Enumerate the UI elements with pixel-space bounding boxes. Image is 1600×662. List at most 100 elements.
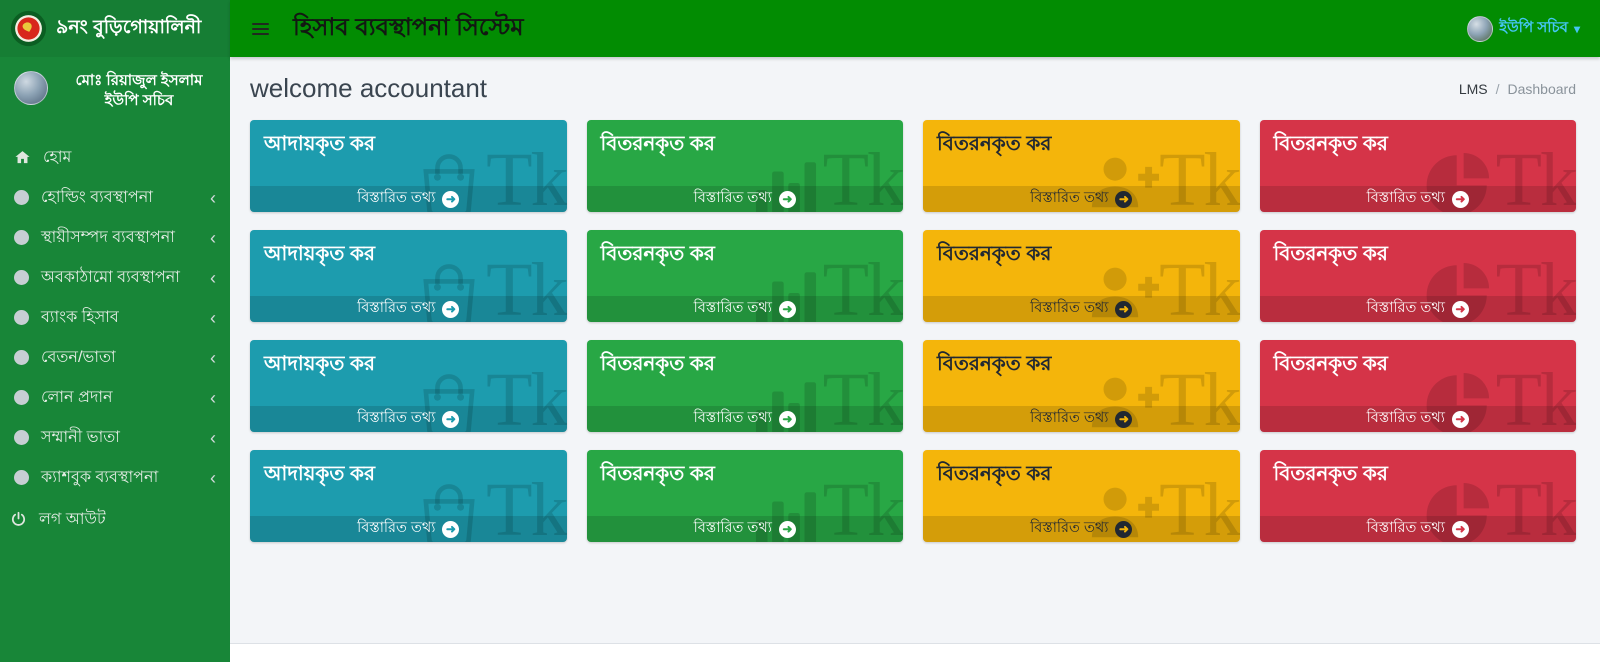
details-link[interactable]: বিস্তারিত তথ্য ➜ (586, 296, 903, 322)
sidebar-item-label: সম্মানী ভাতা (41, 429, 120, 446)
details-link[interactable]: বিস্তারিত তথ্য ➜ (250, 186, 567, 212)
sidebar-item-logout[interactable]: লগ আউট (0, 500, 230, 540)
chevron-left-icon: ‹ (210, 387, 216, 408)
card-title: আদায়কৃত কর (264, 353, 375, 375)
arrow-circle-right-icon: ➜ (1451, 190, 1469, 208)
chevron-left-icon: ‹ (210, 347, 216, 368)
sidebar-item-salary-allowance[interactable]: বেতন/ভাতা ‹ (0, 338, 230, 378)
sidebar-item-infrastructure-management[interactable]: অবকাঠামো ব্যবস্থাপনা ‹ (0, 258, 230, 298)
card-watermark: Tk (749, 468, 903, 542)
page-footer (230, 643, 1600, 662)
arrow-circle-right-icon: ➜ (1115, 410, 1133, 428)
stat-card-distributed-tax: বিতরনকৃত কর Tk বিস্তারিত তথ্য ➜ (923, 230, 1240, 322)
circle-icon (14, 310, 29, 325)
circle-icon (14, 430, 29, 445)
arrow-circle-right-icon: ➜ (442, 520, 460, 538)
card-title: বিতরনকৃত কর (600, 243, 715, 265)
pie-chart-icon (1422, 256, 1496, 322)
sidebar-item-label: স্থায়ীসম্পদ ব্যবস্থাপনা (41, 229, 175, 246)
brand-title: ৯নং বুড়িগোয়ালিনী (56, 16, 202, 38)
details-link[interactable]: বিস্তারিত তথ্য ➜ (923, 296, 1240, 322)
sidebar-item-honorarium-allowance[interactable]: সম্মানী ভাতা ‹ (0, 418, 230, 458)
breadcrumb-lms-link[interactable]: LMS (1458, 80, 1488, 97)
details-link[interactable]: বিস্তারিত তথ্য ➜ (1259, 406, 1576, 432)
details-link[interactable]: বিস্তারিত তথ্য ➜ (923, 406, 1240, 432)
arrow-circle-right-icon: ➜ (778, 190, 796, 208)
sidebar-item-label: অবকাঠামো ব্যবস্থাপনা (41, 269, 180, 286)
details-link[interactable]: বিস্তারিত তথ্য ➜ (250, 516, 567, 542)
circle-icon (14, 390, 29, 405)
power-icon (10, 511, 27, 528)
circle-icon (14, 350, 29, 365)
sidebar-item-loan[interactable]: লোন প্রদান ‹ (0, 378, 230, 418)
stat-card-distributed-tax: বিতরনকৃত কর Tk বিস্তারিত তথ্য ➜ (1259, 230, 1576, 322)
stat-card-collected-tax: আদায়কৃত কর Tk বিস্তারিত তথ্য ➜ (250, 450, 567, 542)
tk-watermark: Tk (822, 468, 903, 542)
navbar-user-label: ইউপি সচিব (1499, 19, 1568, 36)
tk-watermark: Tk (486, 248, 567, 322)
user-name: মোঃ রিয়াজুল ইসলাম (75, 72, 203, 89)
tk-watermark: Tk (1159, 248, 1240, 322)
page-title: welcome accountant (250, 73, 488, 103)
card-title: বিতরনকৃত কর (937, 133, 1052, 155)
tk-watermark: Tk (1495, 468, 1576, 542)
details-link[interactable]: বিস্তারিত তথ্য ➜ (250, 296, 567, 322)
sidebar-item-fixed-asset-management[interactable]: স্থায়ীসম্পদ ব্যবস্থাপনা ‹ (0, 218, 230, 258)
card-title: বিতরনকৃত কর (1273, 133, 1388, 155)
tk-watermark: Tk (822, 248, 903, 322)
sidebar-item-bank-account[interactable]: ব্যাংক হিসাব ‹ (0, 298, 230, 338)
card-watermark: Tk (412, 138, 567, 212)
stat-card-distributed-tax: বিতরনকৃত কর Tk বিস্তারিত তথ্য ➜ (586, 230, 903, 322)
sidebar: ৯নং বুড়িগোয়ালিনী মোঃ রিয়াজুল ইসলাম ইউ… (0, 0, 230, 662)
caret-down-icon: ▾ (1573, 21, 1580, 36)
card-watermark: Tk (1422, 138, 1576, 212)
arrow-circle-right-icon: ➜ (1451, 410, 1469, 428)
chevron-left-icon: ‹ (210, 227, 216, 248)
stat-card-collected-tax: আদায়কৃত কর Tk বিস্তারিত তথ্য ➜ (250, 230, 567, 322)
details-link[interactable]: বিস্তারিত তথ্য ➜ (1259, 186, 1576, 212)
arrow-circle-right-icon: ➜ (1451, 300, 1469, 318)
card-title: বিতরনকৃত কর (937, 243, 1052, 265)
stat-card-distributed-tax: বিতরনকৃত কর Tk বিস্তারিত তথ্য ➜ (1259, 120, 1576, 212)
tk-watermark: Tk (486, 138, 567, 212)
brand-link[interactable]: ৯নং বুড়িগোয়ালিনী (0, 0, 230, 57)
navbar-user-menu[interactable]: ইউপি সচিব ▾ (1467, 15, 1580, 42)
pie-chart-icon (1422, 366, 1496, 432)
chevron-left-icon: ‹ (210, 187, 216, 208)
card-watermark: Tk (1422, 468, 1576, 542)
card-title: বিতরনকৃত কর (1273, 463, 1388, 485)
arrow-circle-right-icon: ➜ (1115, 190, 1133, 208)
stat-card-distributed-tax: বিতরনকৃত কর Tk বিস্তারিত তথ্য ➜ (923, 340, 1240, 432)
tk-watermark: Tk (822, 358, 903, 432)
details-link[interactable]: বিস্তারিত তথ্য ➜ (923, 186, 1240, 212)
details-link[interactable]: বিস্তারিত তথ্য ➜ (586, 516, 903, 542)
stat-card-distributed-tax: বিতরনকৃত কর Tk বিস্তারিত তথ্য ➜ (1259, 450, 1576, 542)
card-title: বিতরনকৃত কর (937, 463, 1052, 485)
govt-emblem-logo-icon (10, 10, 47, 47)
details-link[interactable]: বিস্তারিত তথ্য ➜ (923, 516, 1240, 542)
breadcrumb-separator: / (1495, 80, 1500, 97)
stat-card-collected-tax: আদায়কৃত কর Tk বিস্তারিত তথ্য ➜ (250, 120, 567, 212)
details-link[interactable]: বিস্তারিত তথ্য ➜ (586, 186, 903, 212)
details-link[interactable]: বিস্তারিত তথ্য ➜ (1259, 296, 1576, 322)
sidebar-item-label: ব্যাংক হিসাব (41, 309, 119, 326)
shopping-bag-icon (412, 366, 486, 432)
menu-toggle-icon[interactable] (248, 17, 273, 41)
sidebar-item-home[interactable]: হোম (0, 138, 230, 178)
sidebar-item-holding-management[interactable]: হোল্ডিং ব্যবস্থাপনা ‹ (0, 178, 230, 218)
user-role: ইউপি সচিব (104, 92, 174, 110)
card-watermark: Tk (1085, 362, 1240, 432)
tk-watermark: Tk (1495, 138, 1576, 212)
arrow-circle-right-icon: ➜ (1115, 300, 1133, 318)
sidebar-item-cashbook-management[interactable]: ক্যাশবুক ব্যবস্থাপনা ‹ (0, 458, 230, 498)
chevron-left-icon: ‹ (210, 467, 216, 488)
details-link[interactable]: বিস্তারিত তথ্য ➜ (586, 406, 903, 432)
card-watermark: Tk (1085, 472, 1240, 542)
details-link[interactable]: বিস্তারিত তথ্য ➜ (250, 406, 567, 432)
card-watermark: Tk (412, 362, 567, 432)
circle-icon (14, 270, 29, 285)
details-link[interactable]: বিস্তারিত তথ্য ➜ (1259, 516, 1576, 542)
card-title: বিতরনকৃত কর (600, 133, 715, 155)
card-title: বিতরনকৃত কর (1273, 243, 1388, 265)
